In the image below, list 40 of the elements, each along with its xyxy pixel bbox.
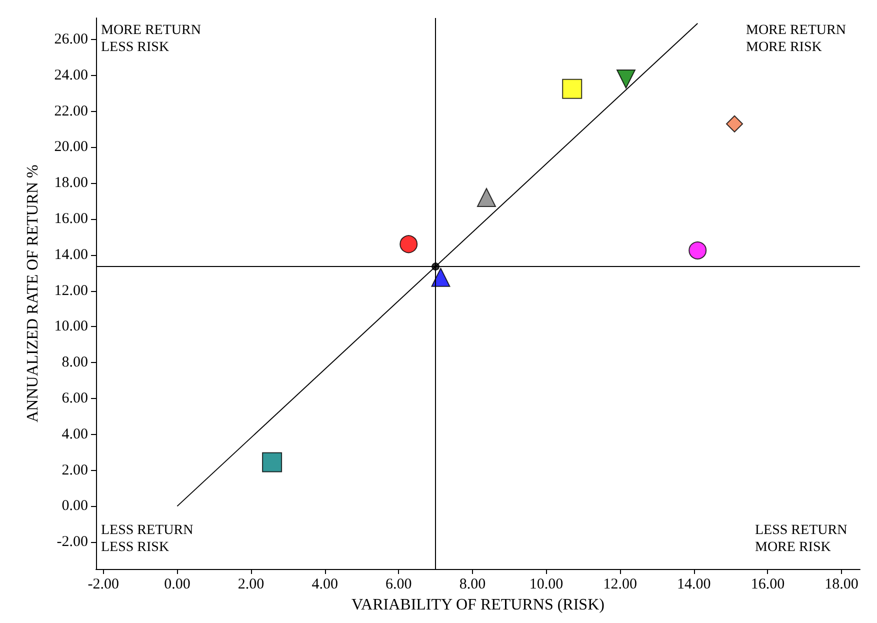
x-axis-title: VARIABILITY OF RETURNS (RISK): [352, 596, 604, 614]
annotation: LESS RETURN LESS RISK: [101, 523, 194, 555]
y-tick-label: 22.00: [54, 103, 88, 120]
point: [688, 241, 707, 260]
y-tick-label: 8.00: [62, 354, 88, 371]
y-tick-label: 24.00: [54, 67, 88, 84]
y-tick-label: 2.00: [62, 462, 88, 478]
x-tick-label: 8.00: [459, 576, 486, 592]
y-tick-label: -2.00: [56, 534, 88, 550]
point: [726, 115, 744, 132]
x-tick-label: 14.00: [677, 576, 711, 592]
point: [400, 235, 418, 254]
y-tick-label: 6.00: [62, 390, 88, 406]
x-tick-label: 0.00: [164, 576, 190, 592]
point: [476, 188, 496, 207]
point: [562, 78, 582, 99]
x-tick-label: 10.00: [529, 576, 564, 592]
y-tick-label: 10.00: [54, 318, 88, 335]
y-tick-label: 0.00: [62, 498, 88, 514]
y-tick-label: 26.00: [54, 32, 88, 48]
x-tick-label: 4.00: [312, 576, 338, 592]
x-tick-label: -2.00: [88, 576, 120, 592]
y-tick-label: 12.00: [54, 282, 88, 299]
y-tick-label: 14.00: [54, 246, 88, 263]
x-tick-label: 16.00: [750, 576, 785, 592]
x-tick-label: 12.00: [603, 576, 637, 592]
point: [616, 70, 636, 89]
x-tick-label: 6.00: [386, 576, 412, 592]
annotation: MORE RETURN MORE RISK: [746, 23, 846, 55]
y-tick-label: 16.00: [54, 211, 88, 228]
annotation: LESS RETURN MORE RISK: [755, 523, 848, 555]
y-tick-label: 20.00: [54, 139, 88, 156]
annotation: MORE RETURN LESS RISK: [101, 23, 201, 55]
y-axis-title: ANNUALIZED RATE OF RETURN %: [24, 164, 42, 422]
point: [431, 268, 450, 287]
y-tick-label: 18.00: [54, 175, 88, 192]
x-tick-label: 18.00: [824, 576, 858, 592]
y-tick-label: 4.00: [62, 426, 88, 442]
x-tick-label: 2.00: [238, 576, 264, 592]
point: [262, 452, 282, 472]
